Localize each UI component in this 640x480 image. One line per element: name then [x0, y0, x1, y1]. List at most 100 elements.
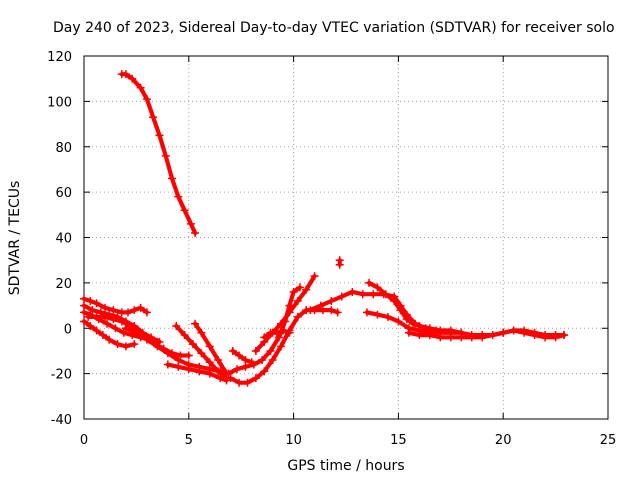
data-point: [358, 290, 367, 299]
data-point: [132, 328, 141, 337]
series-arc-18: [335, 256, 344, 269]
y-tick-label: 0: [64, 322, 72, 337]
data-point: [228, 346, 237, 355]
y-axis-label: SDTVAR / TECUs: [7, 181, 23, 296]
data-point: [446, 326, 455, 335]
data-point: [113, 340, 122, 349]
data-point: [235, 351, 244, 360]
data-point: [226, 374, 235, 383]
data-point: [80, 301, 88, 310]
data-point: [191, 228, 200, 237]
series-arc-17: [365, 278, 424, 330]
y-tick-label: -40: [51, 413, 72, 428]
data-point: [279, 326, 288, 335]
series-trace: [253, 274, 317, 353]
data-point: [130, 306, 139, 315]
data-point: [124, 308, 133, 317]
data-point: [142, 95, 151, 104]
data-point: [86, 297, 95, 306]
data-point: [105, 335, 114, 344]
data-point: [128, 74, 137, 83]
data-point: [103, 319, 112, 328]
data-point: [92, 312, 101, 321]
data-point: [149, 113, 158, 122]
x-tick-label: 5: [185, 433, 193, 448]
data-point: [168, 174, 177, 183]
data-point: [130, 340, 139, 349]
data-point: [258, 356, 267, 365]
data-point: [327, 306, 336, 315]
axis-ticks: 0 5 10 15 20 25 -40 -20 0 20 40 60 80 100 120: [47, 50, 616, 448]
data-point: [161, 151, 170, 160]
data-point: [362, 308, 371, 317]
data-point: [155, 131, 164, 140]
data-point: [121, 342, 130, 351]
data-point: [348, 287, 357, 296]
data-point: [247, 358, 256, 367]
data-point: [251, 346, 260, 355]
x-axis-label: GPS time / hours: [287, 458, 404, 474]
data-point: [559, 331, 568, 340]
data-point: [121, 324, 130, 333]
data-point: [285, 308, 294, 317]
y-tick-label: 20: [55, 277, 72, 292]
data-point: [86, 321, 95, 330]
data-point: [333, 308, 342, 317]
data-point: [310, 272, 319, 281]
x-tick-label: 25: [600, 433, 617, 448]
data-point: [100, 312, 109, 321]
data-point: [266, 346, 275, 355]
data-point: [306, 306, 315, 315]
data-point: [195, 367, 204, 376]
data-point: [316, 301, 325, 310]
data-point: [337, 292, 346, 301]
data-point: [530, 331, 539, 340]
data-point: [425, 324, 434, 333]
data-point: [396, 306, 405, 315]
x-tick-label: 0: [80, 433, 88, 448]
data-point: [369, 290, 378, 299]
series-arc-10: [163, 360, 231, 385]
data-point: [415, 321, 424, 330]
data-point: [174, 192, 183, 201]
data-point: [136, 83, 145, 92]
data-point: [335, 260, 344, 269]
data-point: [176, 351, 185, 360]
data-point: [180, 331, 189, 340]
series-trace: [81, 296, 149, 315]
data-point: [373, 283, 382, 292]
data-point: [415, 331, 424, 340]
data-point: [84, 312, 93, 321]
data-point: [111, 324, 120, 333]
data-point: [520, 328, 529, 337]
data-point: [289, 287, 298, 296]
data-point: [100, 303, 109, 312]
data-point: [394, 317, 403, 326]
data-point: [251, 374, 260, 383]
data-point: [92, 326, 101, 335]
data-point: [216, 374, 225, 383]
series-arc-2: [80, 294, 151, 317]
data-point: [293, 312, 302, 321]
data-point: [277, 319, 286, 328]
data-point: [277, 342, 286, 351]
data-point: [186, 219, 195, 228]
series-arc-1: [117, 70, 200, 237]
data-point: [214, 356, 223, 365]
data-point: [446, 333, 455, 342]
series-trace: [367, 280, 422, 329]
data-point: [98, 331, 107, 340]
series-arc-15: [260, 326, 294, 342]
data-point: [119, 328, 128, 337]
y-tick-label: 80: [55, 141, 72, 156]
data-point: [121, 70, 130, 79]
data-point: [184, 365, 193, 374]
data-point: [142, 335, 151, 344]
y-tick-label: 100: [47, 95, 72, 110]
data-point: [109, 306, 118, 315]
y-tick-label: 60: [55, 186, 72, 201]
data-point: [551, 333, 560, 342]
data-point: [241, 356, 250, 365]
data-point: [197, 328, 206, 337]
data-point: [436, 333, 445, 342]
